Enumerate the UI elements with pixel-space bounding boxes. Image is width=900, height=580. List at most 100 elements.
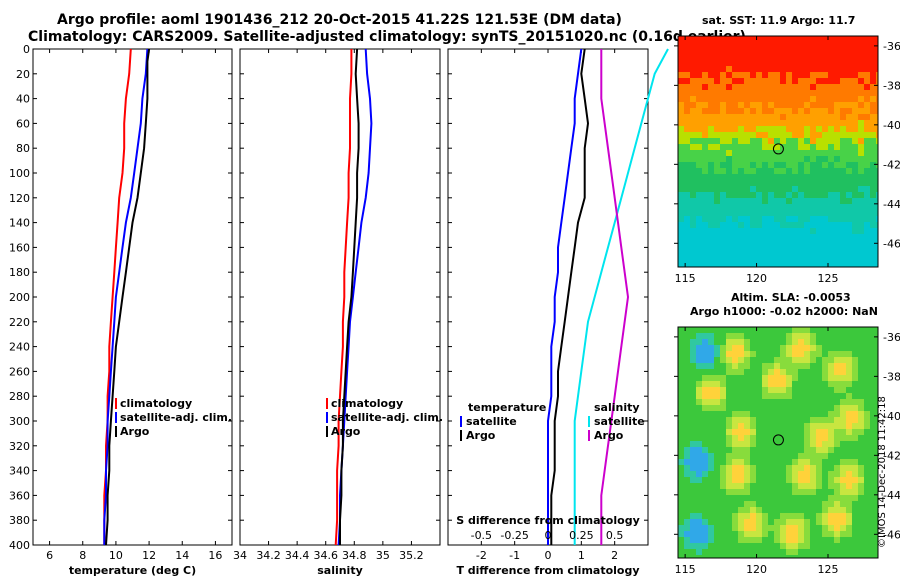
map-cell (834, 102, 840, 108)
map-cell (846, 495, 852, 501)
map-cell (822, 186, 828, 192)
map-y-tick-label: -44 (883, 198, 900, 211)
map-cell (864, 114, 870, 120)
map-cell (792, 48, 798, 54)
map-cell (822, 180, 828, 186)
map-cell (684, 240, 690, 246)
map-cell (840, 363, 846, 369)
map-cell (858, 447, 864, 453)
map-cell (846, 120, 852, 126)
map-cell (732, 96, 738, 102)
map-cell (726, 471, 732, 477)
map-cell (864, 54, 870, 60)
map-cell (780, 108, 786, 114)
map-cell (678, 453, 684, 459)
map-cell (840, 459, 846, 465)
map-cell (828, 429, 834, 435)
map-cell (708, 78, 714, 84)
map-cell (780, 180, 786, 186)
map-cell (846, 66, 852, 72)
map-cell (858, 252, 864, 258)
map-cell (702, 345, 708, 351)
map-cell (798, 48, 804, 54)
map-cell (708, 357, 714, 363)
map-cell (732, 102, 738, 108)
map-cell (774, 126, 780, 132)
map-cell (750, 459, 756, 465)
map-cell (810, 126, 816, 132)
map-cell (816, 192, 822, 198)
map-cell (810, 216, 816, 222)
map-cell (684, 441, 690, 447)
map-cell (720, 339, 726, 345)
map-cell (726, 423, 732, 429)
map-cell (840, 531, 846, 537)
map-cell (804, 168, 810, 174)
map-cell (822, 417, 828, 423)
map-cell (870, 258, 876, 264)
map-cell (810, 204, 816, 210)
map-cell (840, 222, 846, 228)
map-cell (870, 84, 876, 90)
map-cell (786, 345, 792, 351)
map-cell (750, 495, 756, 501)
map-cell (684, 78, 690, 84)
map-cell (714, 435, 720, 441)
map-cell (828, 258, 834, 264)
map-cell (810, 435, 816, 441)
map-cell (816, 531, 822, 537)
map-cell (792, 501, 798, 507)
map-cell (702, 435, 708, 441)
map-cell (762, 471, 768, 477)
map-cell (732, 357, 738, 363)
map-cell (858, 453, 864, 459)
map-cell (774, 429, 780, 435)
map-cell (858, 417, 864, 423)
map-cell (726, 417, 732, 423)
map-cell (732, 399, 738, 405)
map-cell (798, 333, 804, 339)
map-cell (750, 387, 756, 393)
map-cell (744, 60, 750, 66)
map-cell (864, 513, 870, 519)
map-cell (834, 144, 840, 150)
map-cell (708, 252, 714, 258)
map-cell (780, 453, 786, 459)
map-cell (678, 102, 684, 108)
map-cell (774, 60, 780, 66)
x-axis-label: salinity (317, 564, 363, 577)
map-cell (834, 441, 840, 447)
map-cell (852, 198, 858, 204)
map-cell (702, 453, 708, 459)
map-cell (744, 483, 750, 489)
map-cell (852, 453, 858, 459)
map-cell (738, 483, 744, 489)
map-cell (834, 369, 840, 375)
map-cell (750, 417, 756, 423)
map-cell (810, 357, 816, 363)
map-cell (780, 387, 786, 393)
map-cell (876, 126, 878, 132)
map-cell (726, 60, 732, 66)
map-cell (870, 204, 876, 210)
map-cell (702, 54, 708, 60)
map-cell (804, 48, 810, 54)
map-cell (822, 411, 828, 417)
map-cell (870, 351, 876, 357)
map-cell (756, 192, 762, 198)
map-cell (744, 258, 750, 264)
map-cell (858, 501, 864, 507)
map-cell (684, 120, 690, 126)
map-cell (852, 186, 858, 192)
map-cell (678, 144, 684, 150)
map-cell (762, 180, 768, 186)
map-cell (702, 411, 708, 417)
map-cell (834, 228, 840, 234)
map-cell (810, 393, 816, 399)
map-cell (792, 162, 798, 168)
map-cell (828, 513, 834, 519)
x-tick-label: 34.8 (342, 549, 367, 562)
map-cell (852, 405, 858, 411)
map-cell (708, 168, 714, 174)
map-cell (684, 531, 690, 537)
